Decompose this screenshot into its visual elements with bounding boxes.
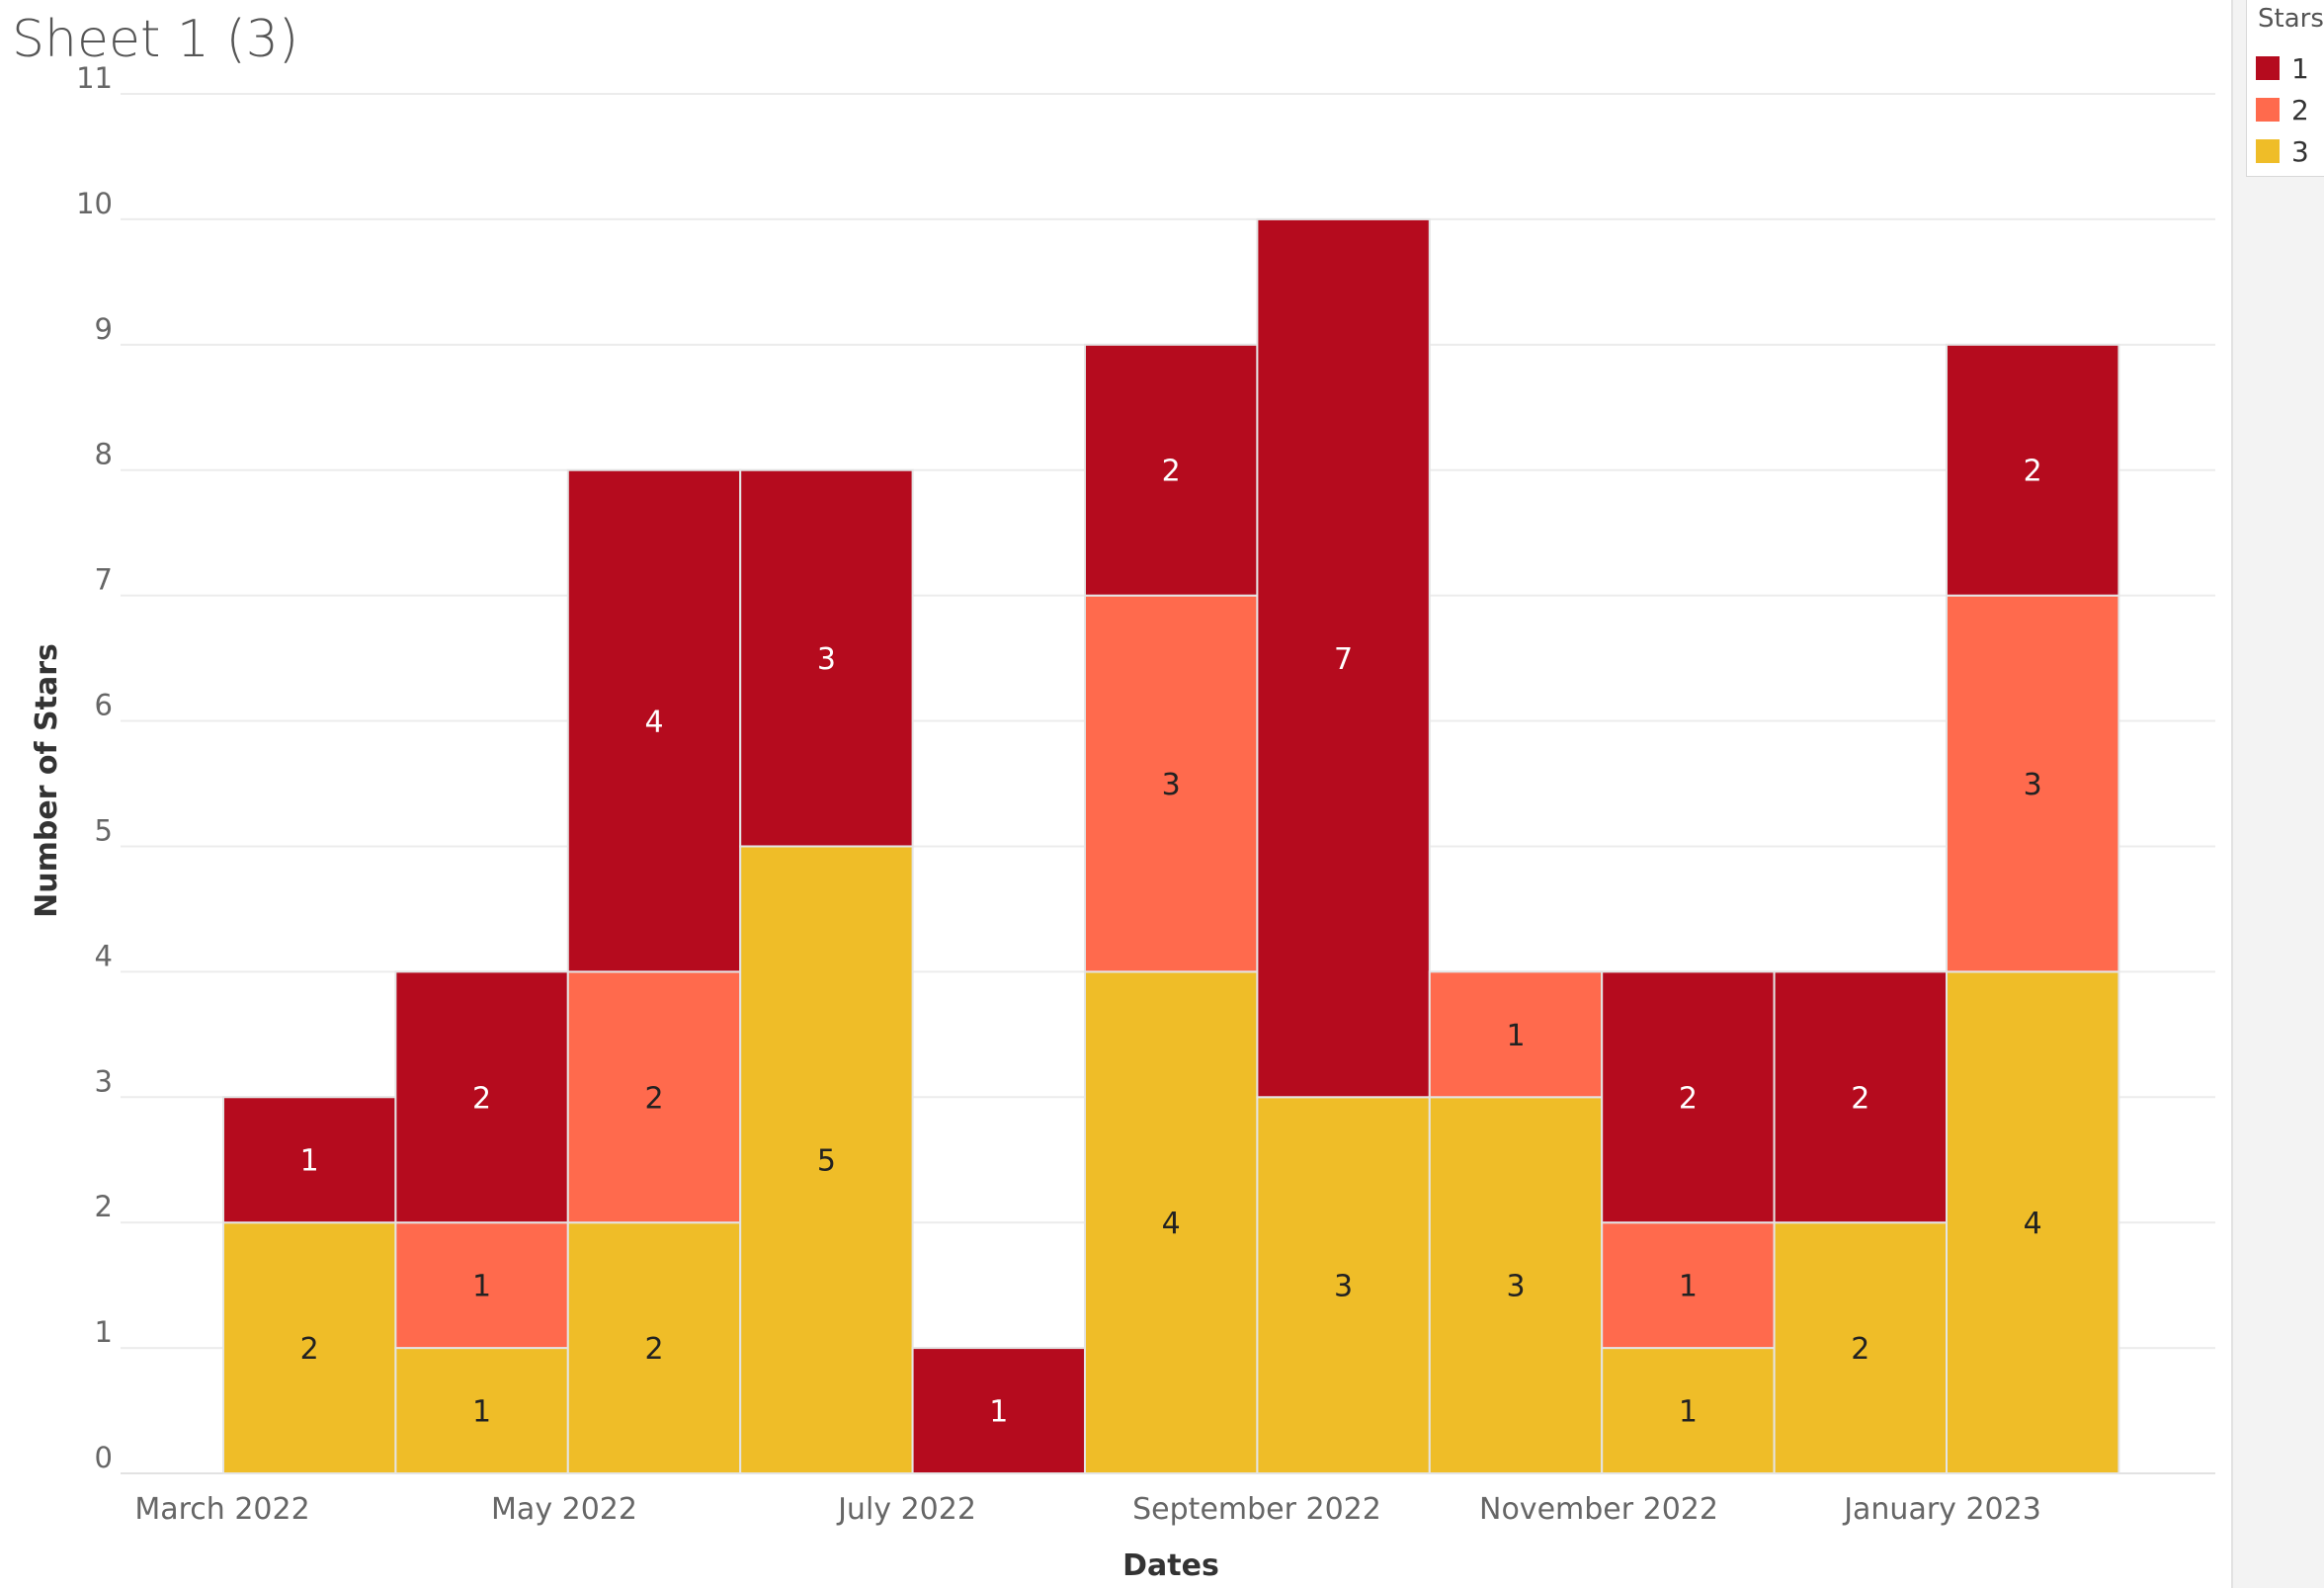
legend-label: 1 xyxy=(2291,51,2309,85)
bar-data-label: 7 xyxy=(1334,642,1353,677)
bar-data-label: 3 xyxy=(1334,1270,1353,1304)
legend-swatch xyxy=(2256,56,2280,80)
legend-swatch xyxy=(2256,98,2280,122)
y-tick-label: 2 xyxy=(95,1190,113,1223)
bar-data-label: 1 xyxy=(472,1270,491,1304)
x-axis-ticks: March 2022 May 2022 July 2022 September 202… xyxy=(134,1492,2040,1527)
y-tick-label: 10 xyxy=(76,187,113,220)
x-axis-title: Dates xyxy=(1122,1548,1219,1583)
y-tick-label: 4 xyxy=(95,939,113,972)
y-tick-label: 0 xyxy=(95,1441,113,1474)
bar-segment[interactable] xyxy=(1946,594,2120,973)
bar-segment[interactable] xyxy=(394,1347,569,1475)
legend-panel xyxy=(2231,0,2324,1588)
bar-data-label: 2 xyxy=(644,1332,663,1367)
bar-segment[interactable] xyxy=(1256,217,1431,1099)
chart-title: Sheet 1 (3) xyxy=(12,10,299,69)
y-tick-label: 3 xyxy=(95,1064,113,1098)
bar-segment[interactable] xyxy=(1084,594,1259,973)
bar-data-label: 1 xyxy=(472,1395,491,1430)
y-axis-title: Number of Stars xyxy=(30,643,64,918)
bar-data-label: 2 xyxy=(2024,455,2042,489)
bar-segment[interactable] xyxy=(566,468,742,973)
bar-data-label: 3 xyxy=(2024,768,2042,802)
bar-segment[interactable] xyxy=(222,1096,397,1224)
bar-segment[interactable] xyxy=(566,1221,742,1474)
bar-data-label: 4 xyxy=(644,706,663,740)
bar-data-label: 5 xyxy=(817,1144,836,1179)
bar-data-label: 1 xyxy=(1679,1270,1698,1304)
x-tick-label: March 2022 xyxy=(134,1492,309,1527)
x-tick-label: May 2022 xyxy=(491,1492,637,1527)
y-tick-label: 6 xyxy=(95,689,113,722)
legend-swatch xyxy=(2256,139,2280,163)
bar-data-label: 2 xyxy=(1851,1332,1869,1367)
bar-data-label: 3 xyxy=(817,642,836,677)
bar-segment[interactable] xyxy=(1601,1221,1776,1350)
x-tick-label: November 2022 xyxy=(1479,1492,1718,1527)
legend-label: 2 xyxy=(2291,93,2309,126)
legend-item[interactable]: 3 xyxy=(2256,134,2309,168)
x-tick-label: July 2022 xyxy=(836,1492,976,1527)
bar-segment[interactable] xyxy=(1601,970,1776,1224)
bar-data-label: 1 xyxy=(1506,1019,1525,1053)
bar-data-label: 2 xyxy=(300,1332,319,1367)
bar-data-label: 2 xyxy=(1851,1081,1869,1116)
bar-data-label: 2 xyxy=(644,1081,663,1116)
bar-data-label: 4 xyxy=(1162,1207,1181,1241)
bar-segment[interactable] xyxy=(1773,1221,1948,1474)
y-tick-label: 5 xyxy=(95,813,113,847)
bar-data-label: 3 xyxy=(1162,768,1181,802)
bar-segment[interactable] xyxy=(739,845,914,1474)
legend-item[interactable]: 2 xyxy=(2256,93,2309,126)
bars xyxy=(222,217,2120,1475)
bar-segment[interactable] xyxy=(222,1221,397,1474)
bar-data-label: 1 xyxy=(300,1144,319,1179)
y-tick-label: 7 xyxy=(95,563,113,597)
bar-data-label: 2 xyxy=(1679,1081,1698,1116)
y-tick-label: 9 xyxy=(95,312,113,346)
legend-item[interactable]: 1 xyxy=(2256,51,2309,85)
bar-segment[interactable] xyxy=(739,468,914,848)
bar-segment[interactable] xyxy=(566,970,742,1224)
x-tick-label: January 2023 xyxy=(1842,1492,2041,1527)
bar-data-label: 1 xyxy=(989,1395,1008,1430)
y-tick-label: 11 xyxy=(76,61,113,95)
bar-segment[interactable] xyxy=(1084,970,1259,1474)
bar-data-label: 2 xyxy=(1162,455,1181,489)
legend-title: Stars xyxy=(2258,4,2324,34)
bar-segment[interactable] xyxy=(1946,343,2120,597)
bar-labels: 2 1 1 1 2 2 2 4 5 3 1 4 3 2 3 7 3 1 1 1 2 2 2 4 3 2 xyxy=(300,455,2042,1430)
bar-data-label: 3 xyxy=(1506,1270,1525,1304)
bar-data-label: 1 xyxy=(1679,1395,1698,1430)
bar-segment[interactable] xyxy=(911,1347,1086,1475)
bar-segment[interactable] xyxy=(394,1221,569,1350)
bar-segment[interactable] xyxy=(1084,343,1259,597)
legend-label: 3 xyxy=(2291,134,2309,168)
bar-segment[interactable] xyxy=(1428,1096,1604,1474)
bar-segment[interactable] xyxy=(1428,970,1604,1099)
bar-data-label: 4 xyxy=(2024,1207,2042,1241)
bar-data-label: 2 xyxy=(472,1081,491,1116)
bar-segment[interactable] xyxy=(1256,1096,1431,1474)
y-tick-label: 1 xyxy=(95,1315,113,1349)
y-tick-label: 8 xyxy=(95,438,113,471)
bar-segment[interactable] xyxy=(394,970,569,1224)
y-axis-ticks: 0 1 2 3 4 5 6 7 8 9 10 11 xyxy=(76,61,113,1474)
x-tick-label: September 2022 xyxy=(1132,1492,1381,1527)
bar-segment[interactable] xyxy=(1601,1347,1776,1475)
bar-segment[interactable] xyxy=(1773,970,1948,1224)
